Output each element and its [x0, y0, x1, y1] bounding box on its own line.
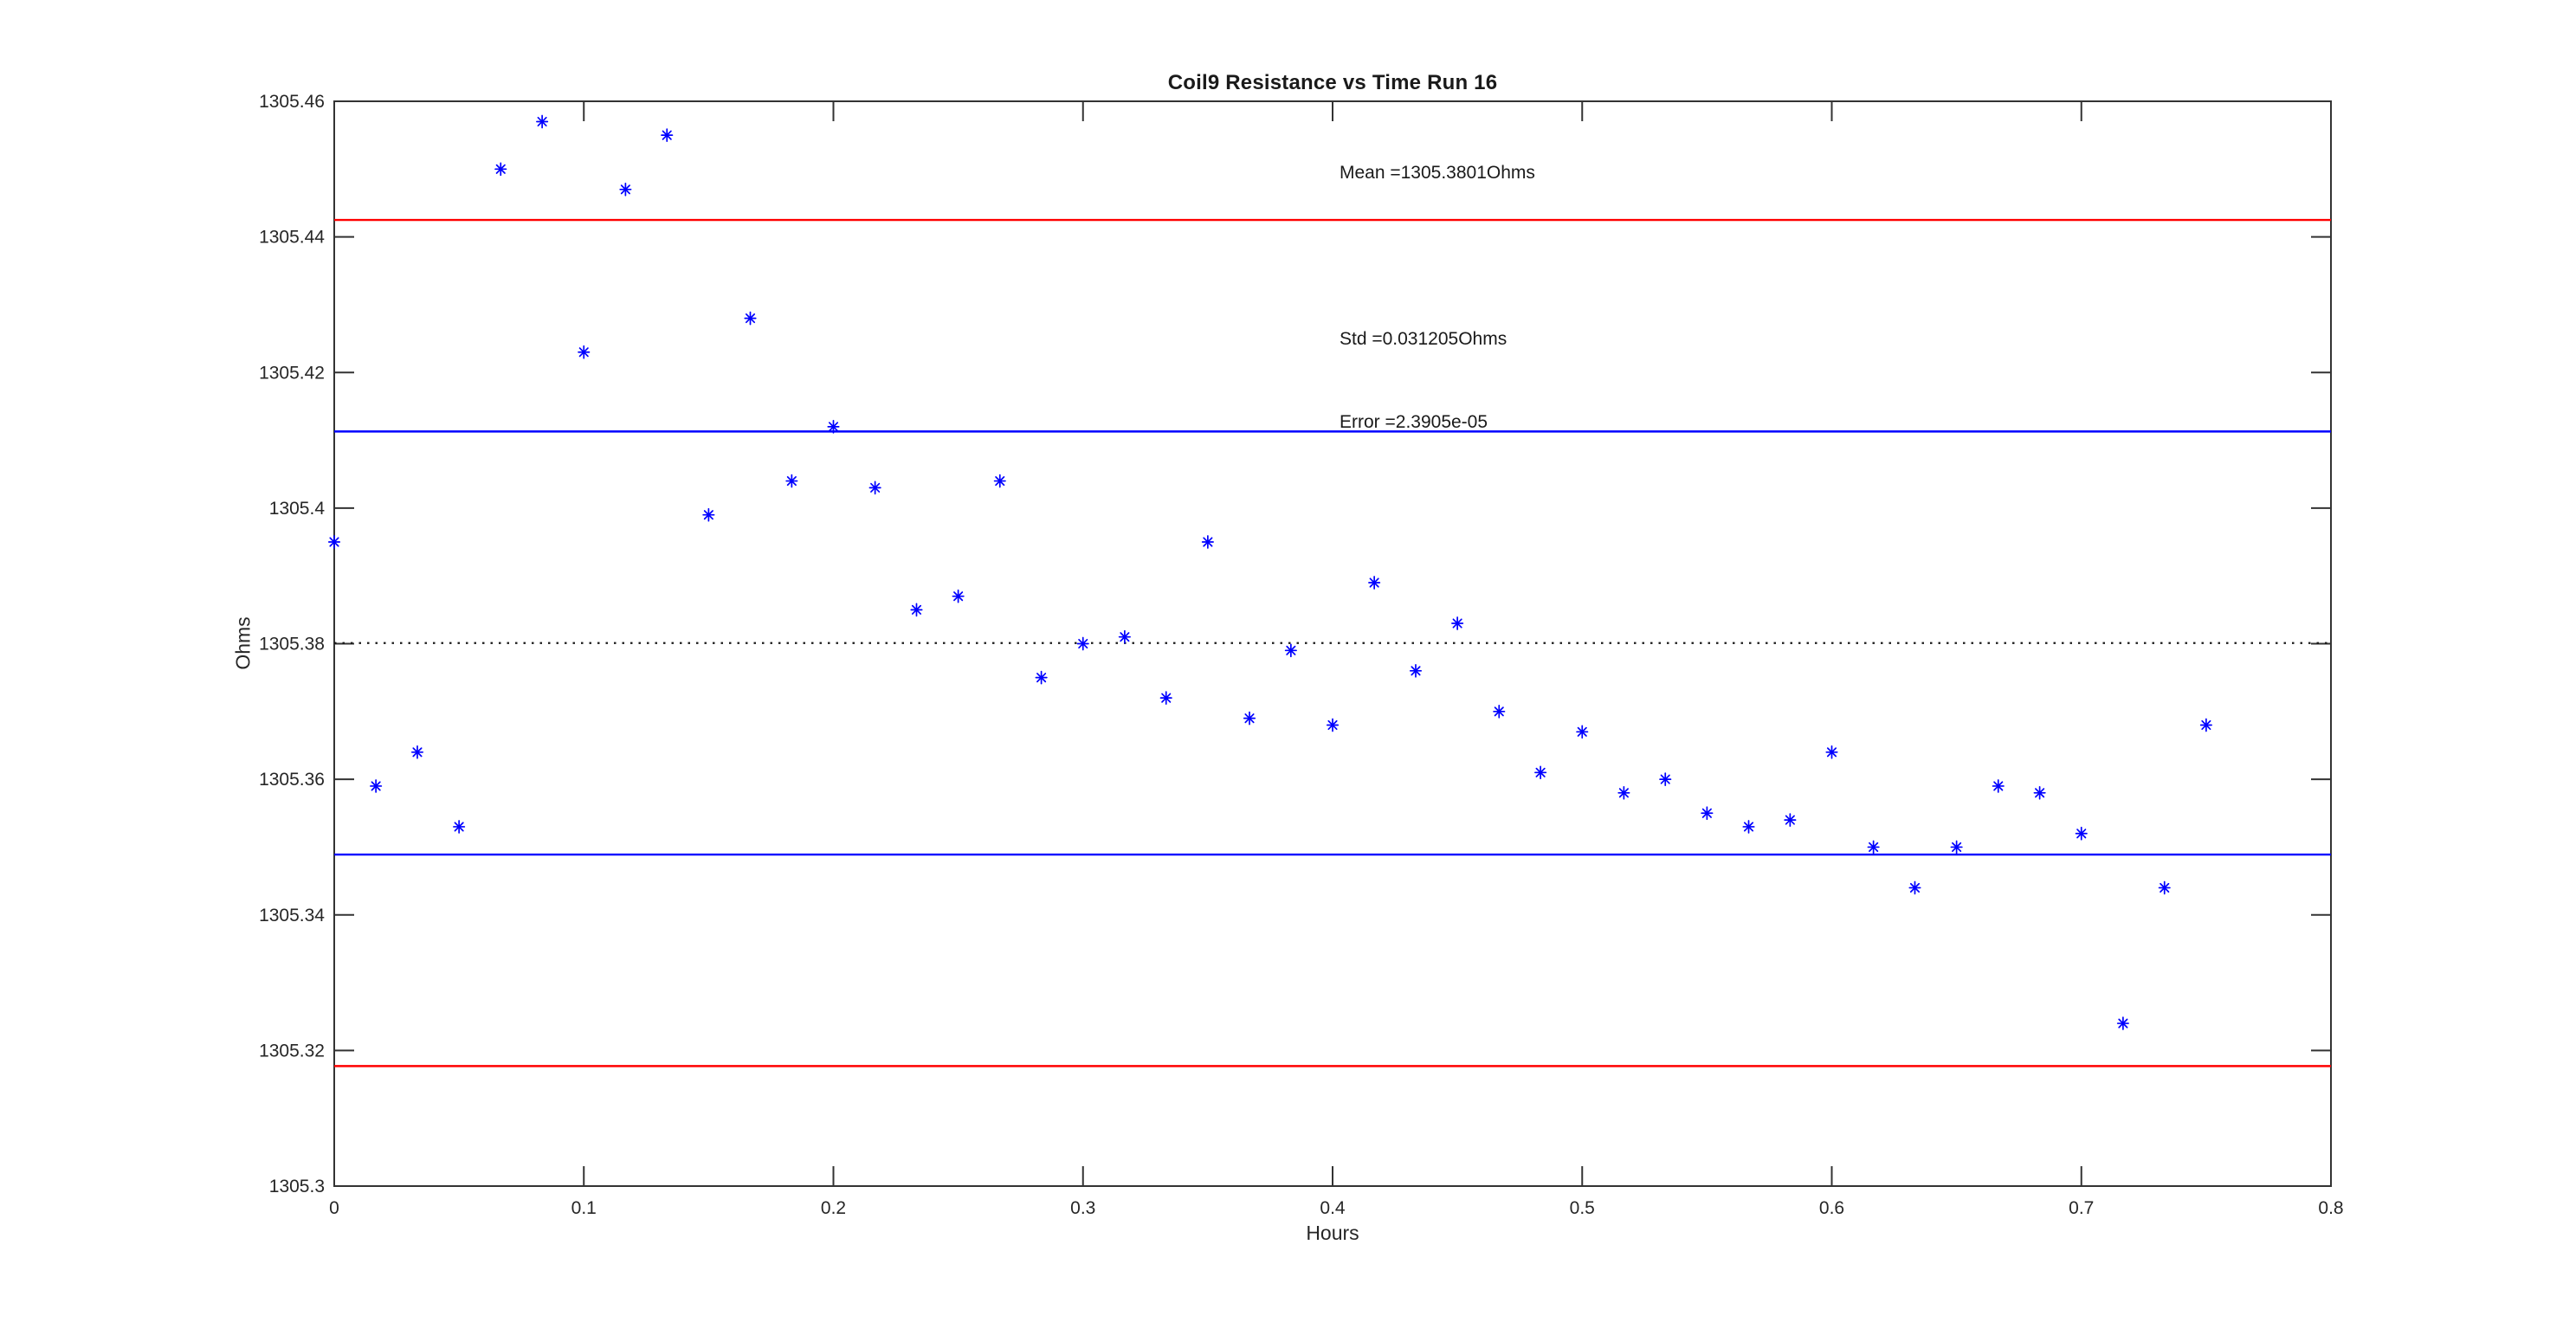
data-point-marker: [1368, 576, 1381, 590]
data-point-marker: [785, 474, 798, 488]
data-point-marker: [1076, 636, 1089, 651]
data-point-marker: [1118, 629, 1131, 644]
data-point-marker: [868, 480, 881, 495]
x-tick-label: 0.6: [1819, 1198, 1844, 1218]
x-tick-label: 0.3: [1070, 1198, 1095, 1218]
mean-annotation: Mean =1305.3801Ohms: [1340, 163, 1535, 183]
data-point-marker: [744, 311, 757, 326]
data-point-marker: [619, 182, 632, 197]
y-tick-label: 1305.38: [259, 635, 325, 655]
data-point-marker: [2199, 718, 2212, 732]
y-axis-label: Ohms: [231, 616, 255, 670]
data-point-marker: [2033, 785, 2046, 800]
data-point-marker: [1284, 643, 1297, 658]
x-tick-label: 0: [329, 1198, 339, 1218]
y-tick-label: 1305.46: [259, 92, 325, 112]
x-tick-label: 0.7: [2069, 1198, 2094, 1218]
data-point-marker: [2075, 826, 2088, 841]
data-point-marker: [1451, 616, 1464, 630]
data-point-marker: [1784, 813, 1797, 827]
plot-border: [333, 100, 2332, 1187]
data-point-marker: [1326, 718, 1340, 732]
data-point-marker: [910, 603, 923, 617]
data-point-marker: [2116, 1016, 2129, 1030]
data-point-marker: [1867, 840, 1880, 855]
y-tick-label: 1305.34: [259, 906, 325, 925]
data-point-marker: [827, 420, 840, 434]
y-tick-label: 1305.4: [269, 499, 326, 519]
x-tick-label: 0.1: [571, 1198, 597, 1218]
data-point-marker: [1908, 880, 1921, 895]
data-point-marker: [1659, 772, 1672, 786]
y-tick-label: 1305.3: [269, 1177, 325, 1196]
data-point-marker: [1617, 785, 1630, 800]
data-point-marker: [1701, 806, 1714, 821]
x-axis-label: Hours: [1306, 1222, 1359, 1244]
data-point-marker: [702, 507, 715, 522]
data-point-marker: [1493, 704, 1506, 719]
error-annotation: Error =2.3905e-05: [1340, 412, 1488, 432]
std-annotation: Std =0.031205Ohms: [1340, 329, 1508, 349]
y-tick-label: 1305.44: [259, 228, 325, 248]
data-point-marker: [370, 779, 383, 793]
data-point-marker: [1992, 779, 2005, 793]
data-point-marker: [1201, 535, 1214, 549]
data-point-marker: [1159, 691, 1172, 706]
data-point-marker: [1035, 670, 1048, 685]
data-point-marker: [1243, 711, 1256, 726]
data-point-marker: [1534, 765, 1547, 780]
data-point-marker: [494, 162, 507, 177]
x-tick-label: 0.5: [1570, 1198, 1595, 1218]
data-point-marker: [1576, 725, 1589, 739]
y-tick-label: 1305.42: [259, 363, 325, 383]
data-point-marker: [1950, 840, 1963, 855]
data-point-marker: [1409, 663, 1423, 678]
data-point-marker: [1742, 820, 1755, 834]
data-point-marker: [453, 820, 466, 834]
x-tick-label: 0.4: [1320, 1198, 1346, 1218]
x-tick-label: 0.8: [2318, 1198, 2343, 1218]
data-point-marker: [536, 114, 549, 129]
data-point-marker: [1825, 745, 1838, 759]
data-point-marker: [578, 345, 591, 359]
data-point-marker: [410, 745, 424, 759]
y-tick-label: 1305.36: [259, 770, 325, 790]
data-point-marker: [2158, 880, 2171, 895]
data-point-marker: [327, 535, 341, 549]
stats-annotation: Mean =1305.3801Ohms Std =0.031205Ohms Er…: [1340, 104, 1535, 492]
x-tick-label: 0.2: [821, 1198, 846, 1218]
annotation-spacer: [1340, 242, 1535, 270]
data-point-marker: [993, 474, 1006, 488]
chart-title: Coil9 Resistance vs Time Run 16: [1167, 71, 1498, 94]
data-point-marker: [661, 128, 674, 143]
data-point-marker: [952, 589, 965, 603]
y-tick-label: 1305.32: [259, 1041, 325, 1061]
